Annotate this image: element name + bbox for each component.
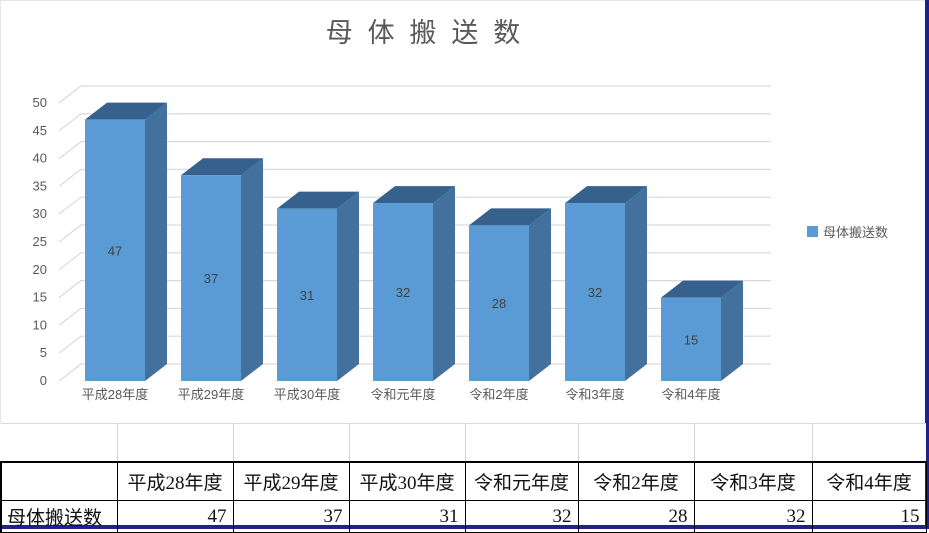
bar (85, 119, 145, 382)
gridline (58, 141, 771, 160)
table-header-cell[interactable]: 令和元年度 (464, 461, 579, 501)
empty-spreadsheet-row (1, 423, 926, 462)
bar-side-face (529, 208, 551, 381)
table-value-cell[interactable]: 31 (348, 500, 466, 533)
bar-side-face (145, 102, 167, 382)
bar (565, 203, 625, 381)
bar-value-label: 47 (108, 243, 122, 258)
bar (181, 175, 241, 381)
bar-value-label: 15 (684, 332, 698, 347)
bar-value-label: 31 (300, 288, 314, 303)
bar (661, 297, 721, 381)
y-axis-tick-label: 40 (33, 151, 47, 166)
empty-cell[interactable] (1, 423, 118, 462)
empty-cell[interactable] (812, 423, 926, 462)
bar-side-face (721, 280, 743, 381)
spreadsheet-table: 平成28年度 平成29年度 平成30年度 令和元年度 令和2年度 令和3年度 令… (0, 423, 927, 533)
table-header-cell[interactable] (0, 461, 118, 501)
bar-side-face (433, 186, 455, 381)
y-axis-tick-label: 20 (33, 262, 47, 277)
bar-top-face (565, 186, 647, 204)
y-axis-tick-label: 10 (33, 317, 47, 332)
table-value-cell[interactable]: 32 (464, 500, 579, 533)
y-axis-tick-label: 0 (40, 373, 47, 388)
y-axis-tick-label: 30 (33, 206, 47, 221)
table-header-row: 平成28年度 平成29年度 平成30年度 令和元年度 令和2年度 令和3年度 令… (0, 461, 927, 501)
table-row-label[interactable]: 母体搬送数 (0, 500, 118, 533)
bar-side-face (241, 158, 263, 381)
bar-side-face (625, 186, 647, 381)
bar-top-face (469, 208, 551, 226)
x-axis-category-label: 平成28年度 (82, 387, 148, 402)
table-header-cell[interactable]: 令和3年度 (693, 461, 813, 501)
gridline (58, 196, 771, 215)
empty-cell[interactable] (233, 423, 350, 462)
bar-top-face (661, 280, 743, 298)
chart-area[interactable]: 0 5 10 15 20 25 30 35 40 45 50 47 平成28年度 37 平成29年度 31 平成… (0, 0, 925, 423)
legend-swatch-icon (807, 226, 818, 237)
x-axis-category-label: 令和元年度 (370, 387, 435, 402)
bar-side-face (337, 191, 359, 381)
bar-top-face (181, 158, 263, 176)
x-axis-category-label: 令和3年度 (565, 387, 624, 402)
table-header-cell[interactable]: 平成28年度 (116, 461, 234, 501)
bar-value-label: 32 (588, 285, 602, 300)
gridline (58, 113, 771, 132)
bar (373, 203, 433, 381)
empty-cell[interactable] (694, 423, 813, 462)
table-header-cell[interactable]: 平成29年度 (232, 461, 350, 501)
table-value-cell[interactable]: 32 (693, 500, 813, 533)
bar-top-face (277, 191, 359, 209)
bar-top-face (85, 102, 167, 120)
y-axis-tick-label: 25 (33, 234, 47, 249)
y-axis-tick-label: 35 (33, 178, 47, 193)
empty-cell[interactable] (465, 423, 579, 462)
bar-value-label: 28 (492, 296, 506, 311)
table-header-cell[interactable]: 令和4年度 (811, 461, 927, 501)
x-axis-category-label: 平成30年度 (274, 387, 340, 402)
x-axis-category-label: 令和2年度 (469, 387, 528, 402)
table-value-cell[interactable]: 37 (232, 500, 350, 533)
bar (277, 208, 337, 381)
empty-cell[interactable] (578, 423, 695, 462)
table-data-row: 母体搬送数 47 37 31 32 28 32 15 (0, 500, 927, 533)
gridline (58, 85, 771, 104)
table-header-cell[interactable]: 平成30年度 (348, 461, 466, 501)
chart-legend: 母体搬送数 (807, 222, 888, 241)
table-value-cell[interactable]: 28 (577, 500, 695, 533)
empty-cell[interactable] (349, 423, 466, 462)
y-axis-tick-label: 5 (40, 345, 47, 360)
empty-cell[interactable] (117, 423, 234, 462)
bar-top-face (373, 186, 455, 204)
bar (469, 225, 529, 381)
legend-label: 母体搬送数 (823, 225, 889, 240)
chart-title: 母体搬送数 (325, 18, 536, 48)
y-axis-tick-label: 50 (33, 95, 47, 110)
bar-chart-plot: 0 5 10 15 20 25 30 35 40 45 50 47 平成28年度 37 平成29年度 31 平成… (33, 85, 771, 402)
y-axis-tick-label: 45 (33, 123, 47, 138)
y-axis-tick-label: 15 (33, 290, 47, 305)
table-value-cell[interactable]: 47 (116, 500, 234, 533)
table-header-cell[interactable]: 令和2年度 (577, 461, 695, 501)
x-axis-category-label: 令和4年度 (661, 387, 720, 402)
x-axis-category-label: 平成29年度 (178, 387, 244, 402)
gridline (58, 168, 771, 187)
bar-value-label: 32 (396, 285, 410, 300)
table-value-cell[interactable]: 15 (811, 500, 927, 533)
bar-value-label: 37 (204, 271, 218, 286)
